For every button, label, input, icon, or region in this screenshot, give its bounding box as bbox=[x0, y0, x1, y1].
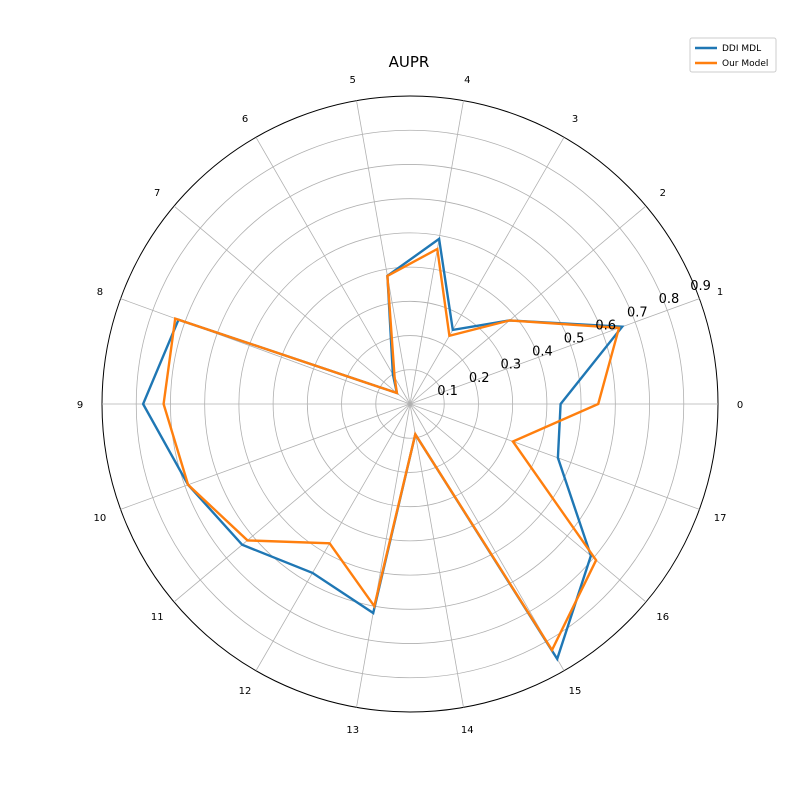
grid-spoke bbox=[173, 403, 411, 603]
category-label: 15 bbox=[569, 686, 582, 697]
radial-tick-label: 0.7 bbox=[627, 305, 648, 320]
category-label: 8 bbox=[97, 287, 103, 298]
category-label: 1 bbox=[717, 287, 723, 298]
grid-spoke bbox=[255, 137, 411, 405]
grid-spoke bbox=[409, 403, 700, 510]
category-label: 13 bbox=[346, 725, 359, 736]
category-label: 4 bbox=[464, 75, 470, 86]
grid-spoke bbox=[409, 137, 565, 405]
grid-spoke bbox=[356, 403, 411, 708]
radial-tick-label: 0.1 bbox=[437, 384, 458, 399]
series-line bbox=[162, 247, 621, 653]
grid-spoke bbox=[409, 403, 464, 708]
category-label: 11 bbox=[151, 612, 164, 623]
category-label: 6 bbox=[242, 114, 248, 125]
category-label: 10 bbox=[94, 513, 107, 524]
grid-spoke bbox=[120, 298, 411, 405]
chart-title: AUPR bbox=[389, 53, 430, 71]
radial-tick-label: 0.6 bbox=[595, 318, 616, 333]
category-label: 3 bbox=[572, 114, 578, 125]
grid-spoke bbox=[409, 205, 647, 405]
grid-spoke bbox=[173, 205, 411, 405]
category-label: 9 bbox=[77, 400, 83, 411]
series-lines bbox=[141, 236, 625, 662]
radial-tick-label: 0.4 bbox=[532, 345, 553, 360]
radial-tick-label: 0.8 bbox=[659, 292, 680, 307]
series-line bbox=[141, 236, 625, 662]
category-label: 7 bbox=[154, 188, 160, 199]
radial-tick-label: 0.9 bbox=[690, 279, 711, 294]
category-label: 14 bbox=[461, 725, 474, 736]
category-label: 0 bbox=[737, 400, 743, 411]
category-label: 5 bbox=[350, 75, 356, 86]
grid-spoke bbox=[255, 403, 411, 671]
polar-grid bbox=[101, 95, 719, 713]
grid-spoke bbox=[120, 403, 411, 510]
category-label: 17 bbox=[714, 513, 727, 524]
legend: DDI MDL Our Model bbox=[689, 37, 777, 73]
radial-tick-label: 0.5 bbox=[564, 332, 585, 347]
category-label: 2 bbox=[660, 188, 666, 199]
grid-spoke bbox=[356, 100, 411, 405]
grid-spoke bbox=[409, 298, 700, 405]
legend-label: DDI MDL bbox=[722, 44, 761, 54]
category-label: 12 bbox=[239, 686, 252, 697]
radial-tick-label: 0.2 bbox=[469, 371, 490, 386]
grid-spoke bbox=[409, 403, 647, 603]
legend-label: Our Model bbox=[722, 59, 768, 69]
radial-tick-label: 0.3 bbox=[501, 358, 522, 373]
category-label: 16 bbox=[656, 612, 669, 623]
